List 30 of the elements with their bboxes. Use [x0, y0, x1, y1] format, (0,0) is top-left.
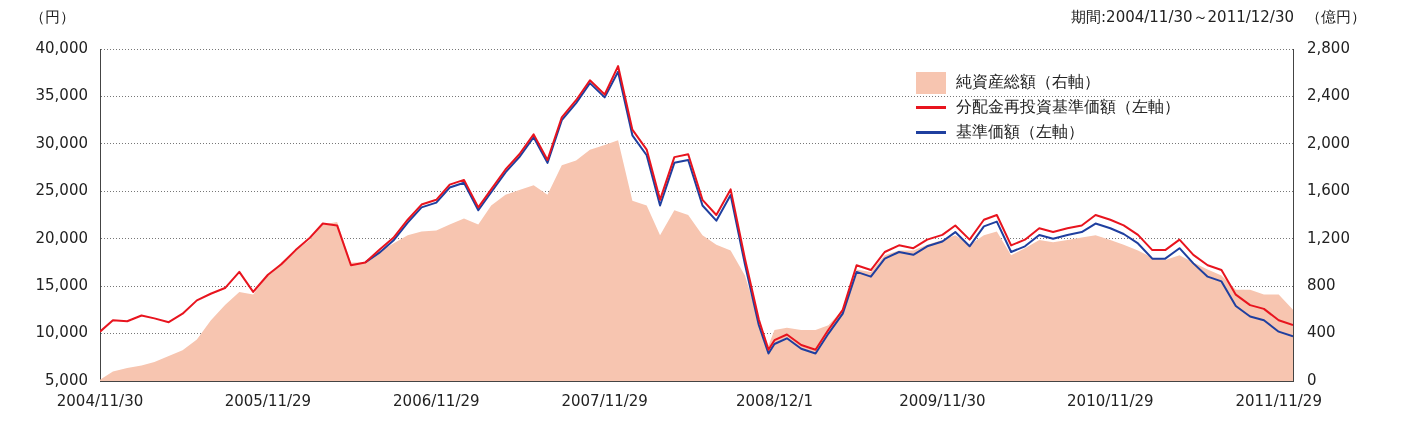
y-axis-title: （円）: [30, 8, 75, 27]
y2-tick-label: 2,000: [1307, 133, 1350, 152]
y2-axis-title: （億円）: [1306, 8, 1366, 27]
x-tick-label: 2005/11/29: [224, 391, 312, 410]
x-tick-label: 2011/11/29: [1235, 391, 1322, 410]
y-tick-label: 25,000: [35, 181, 88, 200]
x-tick-label: 2009/11/30: [899, 391, 986, 410]
text: 期間:2004/11/30～2011/12/30: [1071, 8, 1294, 27]
y-tick-label: 10,000: [35, 323, 88, 342]
y2-tick-label: 800: [1307, 276, 1336, 295]
y2-tick-label: 2,800: [1307, 38, 1350, 57]
y2-tick-label: 1,200: [1307, 228, 1350, 247]
y-tick-label: 20,000: [35, 228, 88, 247]
legend-label: 基準価額（左軸）: [956, 122, 1084, 143]
x-tick-label: 2010/11/29: [1067, 391, 1154, 410]
legend-label: 純資産総額（右軸）: [956, 72, 1100, 93]
y-tick-label: 30,000: [35, 133, 88, 152]
y2-tick-label: 0: [1307, 370, 1317, 389]
y2-tick-label: 400: [1307, 323, 1336, 342]
y-tick-label: 40,000: [35, 38, 88, 57]
y-tick-label: 35,000: [35, 86, 88, 105]
legend-label: 分配金再投資基準価額（左軸）: [956, 97, 1180, 118]
y2-tick-label: 1,600: [1307, 181, 1350, 200]
x-tick-label: 2008/12/1: [736, 391, 813, 410]
x-tick-label: 2007/11/29: [561, 391, 648, 410]
y-tick-label: 15,000: [35, 276, 88, 295]
x-tick-label: 2004/11/30: [56, 391, 144, 410]
y2-tick-label: 2,400: [1307, 86, 1350, 105]
x-tick-label: 2006/11/29: [393, 391, 480, 410]
y-tick-label: 5,000: [45, 370, 88, 389]
